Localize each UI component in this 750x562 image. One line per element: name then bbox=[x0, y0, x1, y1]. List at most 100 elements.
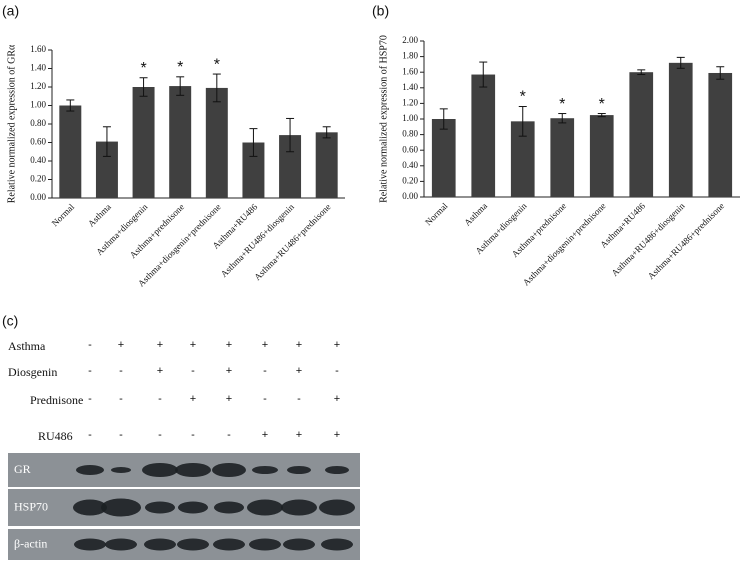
significance-marker: * bbox=[177, 59, 183, 76]
y-tick-label: 0.80 bbox=[402, 129, 418, 139]
y-tick-label: 1.00 bbox=[30, 100, 46, 110]
y-tick-label: 0.00 bbox=[30, 192, 46, 202]
blot-band bbox=[325, 466, 349, 474]
panel-label: (a) bbox=[2, 3, 19, 19]
treatment-sign: - bbox=[119, 365, 123, 377]
y-tick-label: 0.60 bbox=[30, 137, 46, 147]
row-label: Asthma bbox=[8, 339, 46, 353]
y-tick-label: 0.40 bbox=[402, 160, 418, 170]
treatment-sign: + bbox=[226, 365, 232, 377]
bar bbox=[431, 119, 456, 197]
treatment-sign: - bbox=[263, 393, 267, 405]
panel-label: (c) bbox=[2, 313, 18, 329]
error-bar bbox=[676, 56, 685, 69]
x-tick-label: Normal bbox=[423, 200, 450, 227]
y-tick-label: 1.60 bbox=[402, 66, 418, 76]
treatment-sign: + bbox=[334, 429, 340, 441]
blot-band bbox=[252, 466, 278, 474]
error-bar bbox=[212, 73, 221, 103]
panel-label: (b) bbox=[372, 3, 389, 19]
y-tick-label: 1.20 bbox=[30, 81, 46, 91]
treatment-sign: - bbox=[119, 393, 123, 405]
treatment-sign: + bbox=[334, 339, 340, 351]
error-bar bbox=[139, 77, 148, 97]
treatment-sign: - bbox=[227, 429, 231, 441]
blot-band bbox=[142, 463, 178, 477]
row-label: RU486 bbox=[38, 429, 73, 443]
y-tick-label: 1.40 bbox=[402, 82, 418, 92]
y-tick-label: 1.00 bbox=[402, 113, 418, 123]
y-tick-label: 0.00 bbox=[402, 191, 418, 201]
x-tick-label: Asthma+RU486+prednisone bbox=[646, 201, 726, 281]
treatment-sign: + bbox=[118, 339, 124, 351]
blot-band bbox=[76, 465, 104, 475]
bar bbox=[589, 115, 614, 197]
treatment-sign: - bbox=[88, 339, 92, 351]
blot-band bbox=[175, 463, 211, 477]
error-bar bbox=[322, 126, 331, 139]
x-tick-label: Asthma+RU486+prednisone bbox=[252, 202, 332, 282]
treatment-sign: - bbox=[88, 393, 92, 405]
row-label: Diosgenin bbox=[8, 365, 57, 379]
bar bbox=[205, 87, 228, 198]
significance-marker: * bbox=[140, 60, 146, 77]
blot-band bbox=[101, 498, 141, 517]
significance-marker: * bbox=[520, 89, 526, 106]
treatment-sign: + bbox=[157, 365, 163, 377]
bar bbox=[550, 118, 575, 197]
treatment-sign: + bbox=[157, 339, 163, 351]
error-bar bbox=[597, 113, 606, 118]
y-tick-label: 1.80 bbox=[402, 51, 418, 61]
bar bbox=[95, 141, 118, 198]
treatment-sign: - bbox=[88, 365, 92, 377]
bar bbox=[59, 105, 82, 198]
y-tick-label: 0.80 bbox=[30, 118, 46, 128]
treatment-sign: + bbox=[226, 393, 232, 405]
treatment-sign: - bbox=[263, 365, 267, 377]
blot-band bbox=[212, 463, 246, 477]
blot-label: GR bbox=[14, 462, 31, 476]
x-tick-label: Asthma+RU486+diosgenin bbox=[609, 200, 687, 278]
bar bbox=[132, 87, 155, 198]
bar bbox=[471, 74, 496, 197]
blot-band bbox=[74, 538, 106, 551]
blot-band bbox=[178, 501, 208, 514]
y-tick-label: 0.20 bbox=[30, 174, 46, 184]
error-bar bbox=[558, 113, 567, 124]
treatment-sign: + bbox=[296, 429, 302, 441]
x-tick-label: Asthma+diosgenin+prednisone bbox=[521, 201, 608, 288]
x-tick-label: Normal bbox=[50, 201, 77, 228]
blot-label: β-actin bbox=[14, 536, 47, 550]
error-bar bbox=[176, 76, 185, 96]
treatment-sign: - bbox=[191, 429, 195, 441]
bar bbox=[169, 86, 192, 198]
treatment-sign: - bbox=[119, 429, 123, 441]
blot-band bbox=[249, 538, 281, 551]
blot-band bbox=[213, 538, 245, 551]
blot-band bbox=[144, 538, 176, 551]
error-bar bbox=[66, 99, 75, 112]
treatment-sign: + bbox=[190, 393, 196, 405]
x-tick-label: Asthma+RU486+diosgenin bbox=[219, 201, 297, 279]
error-bar bbox=[286, 117, 295, 153]
blot-band bbox=[321, 538, 353, 551]
x-tick-label: Asthma bbox=[86, 202, 113, 229]
x-tick-label: Asthma bbox=[462, 201, 489, 228]
significance-marker: * bbox=[599, 96, 605, 113]
treatment-sign: + bbox=[190, 339, 196, 351]
blot-band bbox=[177, 538, 209, 551]
treatment-sign: + bbox=[296, 339, 302, 351]
y-tick-label: 2.00 bbox=[402, 35, 418, 45]
y-tick-label: 0.40 bbox=[30, 155, 46, 165]
blot-band bbox=[73, 499, 107, 516]
blot-band bbox=[283, 538, 315, 551]
error-bar bbox=[637, 69, 646, 76]
treatment-sign: - bbox=[158, 429, 162, 441]
treatment-sign: + bbox=[226, 339, 232, 351]
treatment-sign: - bbox=[335, 365, 339, 377]
bar bbox=[315, 132, 338, 198]
blot-band bbox=[247, 499, 283, 516]
error-bar bbox=[716, 66, 725, 80]
treatment-sign: + bbox=[296, 365, 302, 377]
